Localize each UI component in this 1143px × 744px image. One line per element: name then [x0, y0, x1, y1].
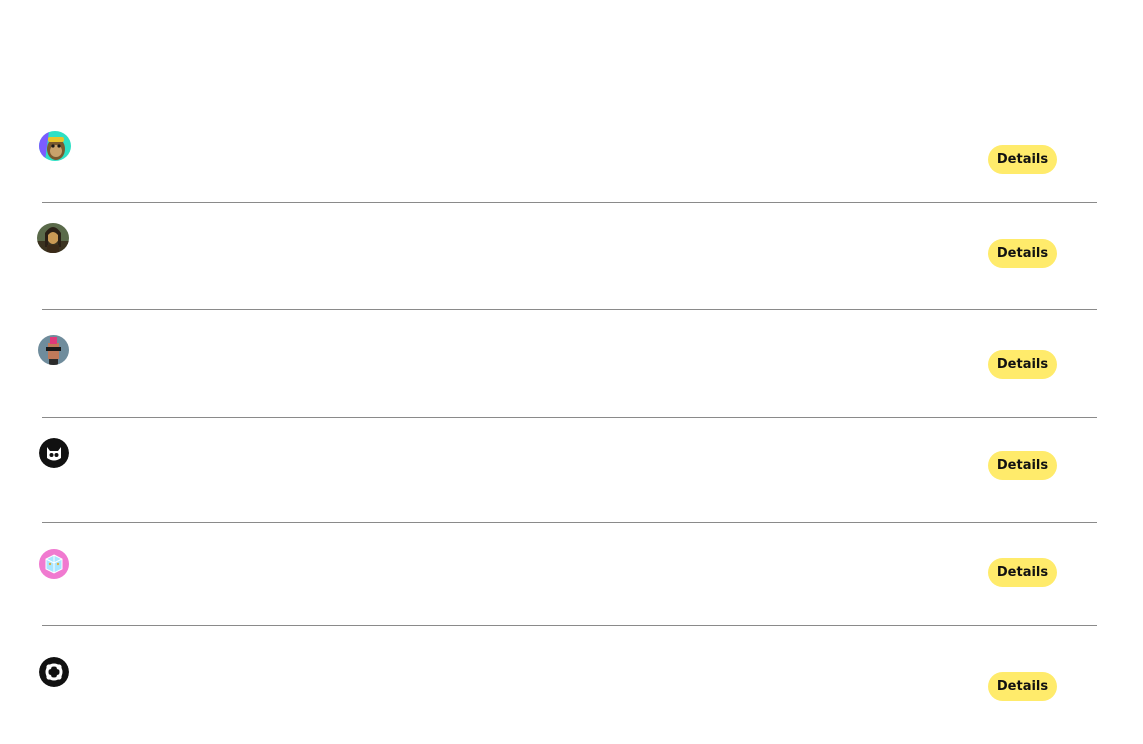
row-divider: [42, 202, 1097, 203]
row-divider: [42, 522, 1097, 523]
row-divider: [42, 417, 1097, 418]
mona-lisa-avatar-icon[interactable]: [37, 223, 69, 253]
list-item: Details: [0, 203, 1143, 310]
row-divider: [42, 309, 1097, 310]
details-button[interactable]: Details: [988, 145, 1057, 174]
ape-avatar-icon[interactable]: [39, 131, 71, 161]
ring-logo-icon[interactable]: [39, 657, 69, 687]
list-item: Details: [0, 310, 1143, 418]
list-item: Details: [0, 418, 1143, 523]
details-button[interactable]: Details: [988, 558, 1057, 587]
list-item: Details: [0, 0, 1143, 203]
punk-avatar-icon[interactable]: [38, 335, 69, 365]
details-button[interactable]: Details: [988, 239, 1057, 268]
row-divider: [42, 625, 1097, 626]
details-button[interactable]: Details: [988, 350, 1057, 379]
list-item: Details: [0, 626, 1143, 744]
pink-cube-avatar-icon[interactable]: [39, 549, 69, 579]
details-button[interactable]: Details: [988, 451, 1057, 480]
list-item: Details: [0, 523, 1143, 626]
creature-logo-icon[interactable]: [39, 438, 69, 468]
details-button[interactable]: Details: [988, 672, 1057, 701]
